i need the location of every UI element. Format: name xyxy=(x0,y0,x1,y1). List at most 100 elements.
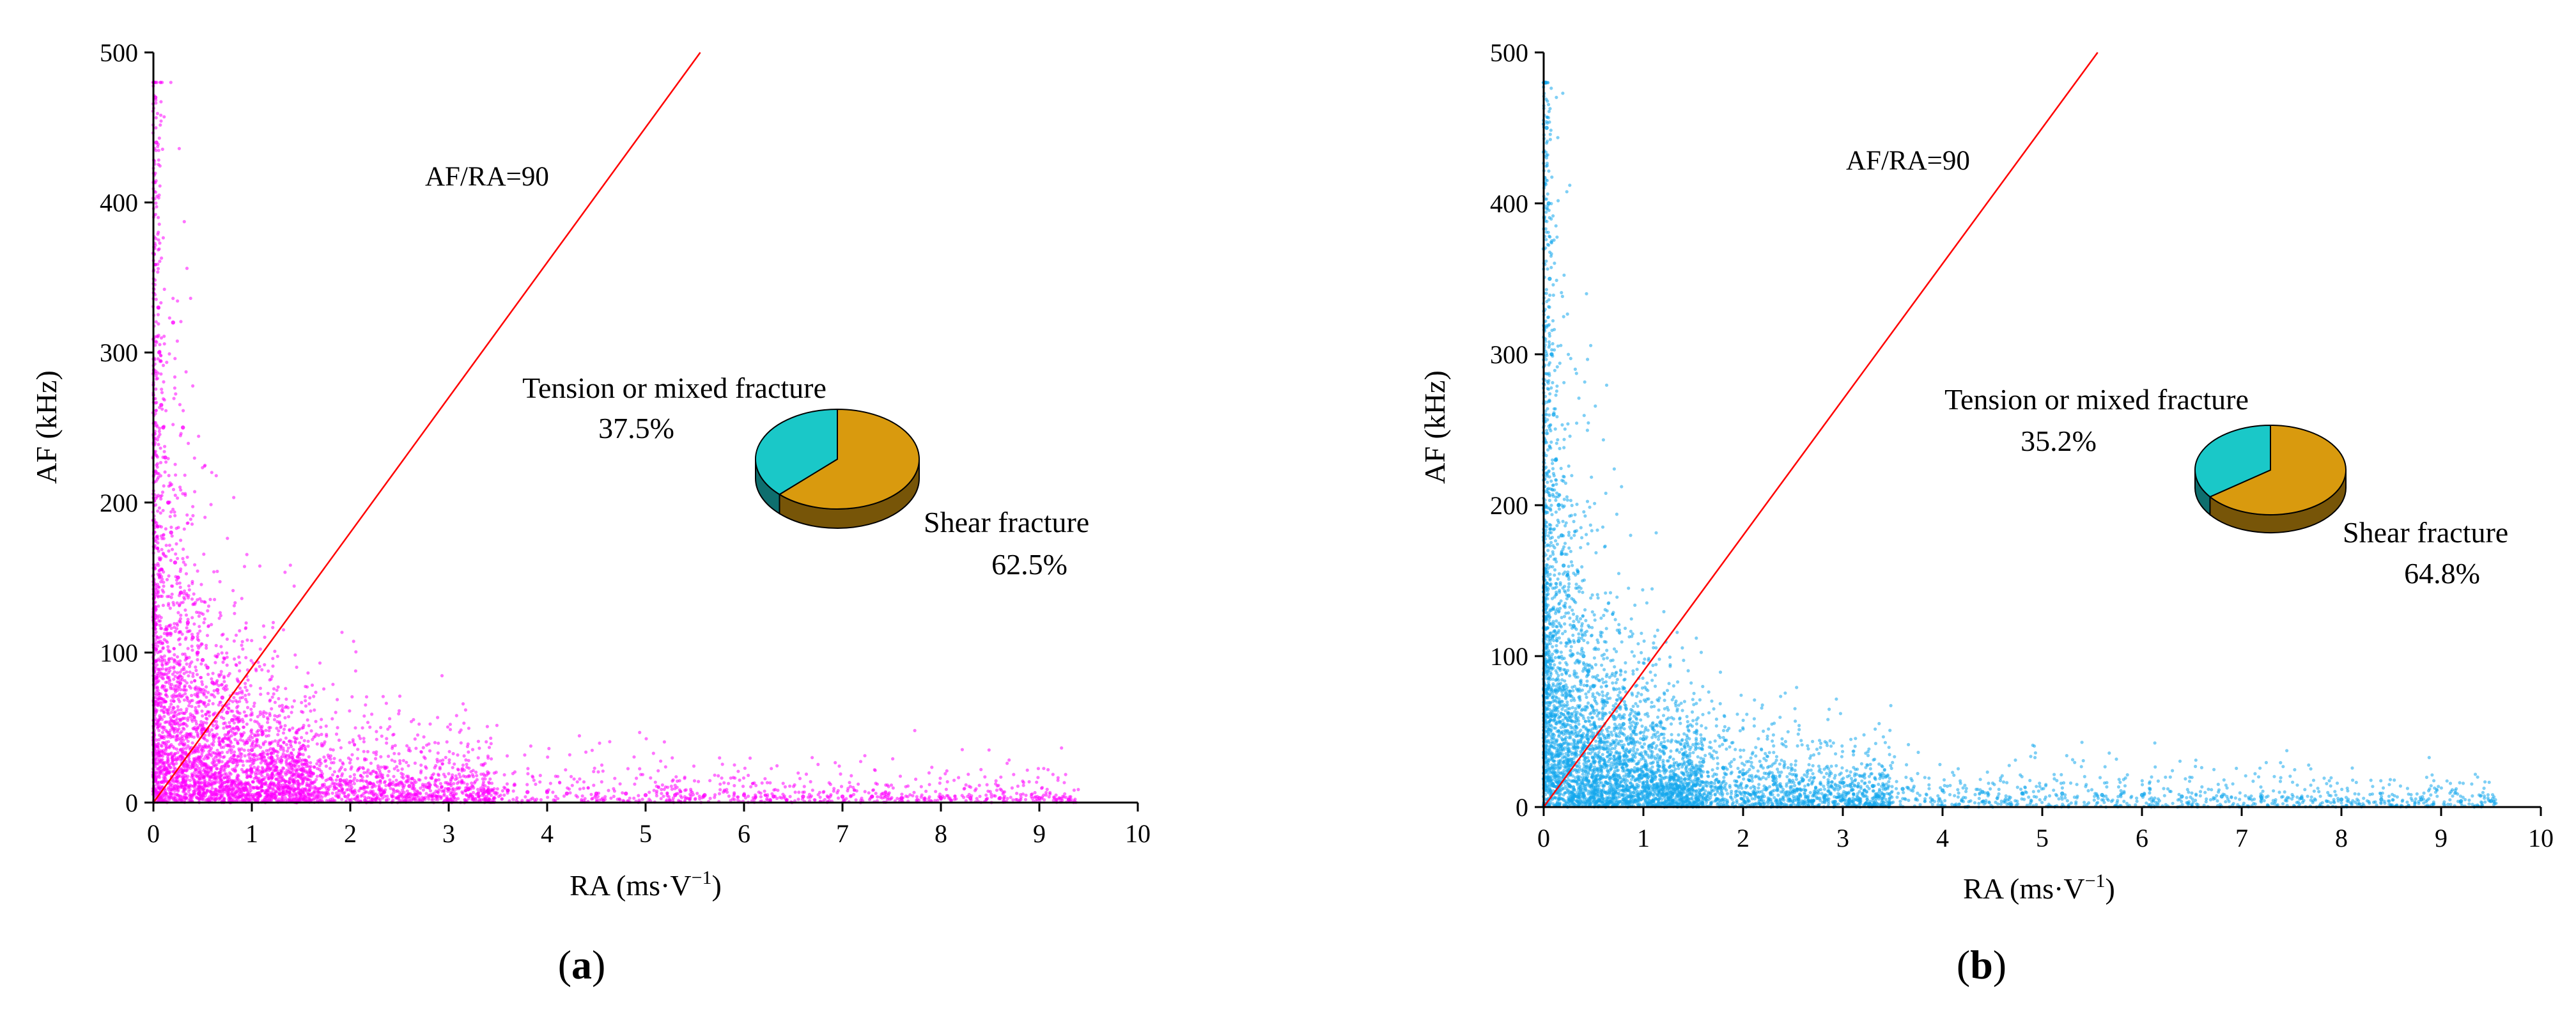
scatter-point xyxy=(240,767,244,771)
scatter-point xyxy=(160,494,164,498)
scatter-point xyxy=(322,687,326,691)
scatter-point xyxy=(348,709,352,713)
scatter-point xyxy=(197,784,201,788)
scatter-point xyxy=(288,563,292,567)
scatter-point xyxy=(339,746,343,749)
scatter-point xyxy=(421,788,426,792)
scatter-point xyxy=(1023,797,1028,801)
scatter-point xyxy=(248,751,252,756)
scatter-point xyxy=(437,741,440,745)
scatter-point xyxy=(156,583,160,586)
scatter-point xyxy=(337,789,341,793)
scatter-point xyxy=(271,664,275,668)
scatter-point xyxy=(222,680,226,684)
scatter-point xyxy=(319,762,323,765)
scatter-point xyxy=(237,655,241,659)
scatter-point xyxy=(449,792,453,797)
scatter-point xyxy=(272,718,277,721)
scatter-point xyxy=(994,782,998,786)
scatter-point xyxy=(511,772,515,776)
scatter-point xyxy=(284,759,288,763)
scatter-point xyxy=(295,755,299,759)
scatter-point xyxy=(583,797,587,801)
scatter-point xyxy=(281,752,285,756)
scatter-point xyxy=(307,702,311,706)
scatter-point xyxy=(203,737,207,741)
scatter-point xyxy=(210,728,213,732)
scatter-point xyxy=(255,740,259,744)
scatter-point xyxy=(201,714,205,718)
scatter-point xyxy=(531,796,534,800)
scatter-point xyxy=(185,555,189,559)
scatter-point xyxy=(300,710,304,714)
scatter-point xyxy=(280,703,284,707)
scatter-point xyxy=(458,775,462,779)
scatter-point xyxy=(529,744,533,748)
scatter-point xyxy=(261,730,265,734)
scatter-point xyxy=(199,769,203,773)
scatter-point xyxy=(435,758,439,762)
scatter-point xyxy=(254,776,258,780)
scatter-point xyxy=(216,652,220,656)
scatter-point xyxy=(291,726,295,730)
scatter-point xyxy=(640,797,644,801)
scatter-point xyxy=(187,674,190,678)
scatter-point xyxy=(385,741,389,745)
scatter-point xyxy=(157,158,160,162)
scatter-point xyxy=(202,721,206,725)
scatter-point xyxy=(234,783,238,787)
scatter-point xyxy=(452,796,456,799)
scatter-point xyxy=(157,775,162,780)
scatter-point xyxy=(398,759,402,763)
scatter-point xyxy=(260,774,264,778)
scatter-point xyxy=(876,795,880,799)
scatter-point xyxy=(182,666,186,670)
scatter-point xyxy=(238,700,242,703)
scatter-point xyxy=(368,771,372,775)
scatter-point xyxy=(154,126,158,130)
scatter-point xyxy=(170,694,174,698)
scatter-point xyxy=(302,723,306,727)
scatter-point xyxy=(283,570,287,574)
scatter-point xyxy=(293,769,298,773)
scatter-point xyxy=(176,556,180,560)
scatter-point xyxy=(900,792,904,796)
scatter-point xyxy=(438,767,442,771)
scatter-point xyxy=(210,783,213,787)
scatter-point xyxy=(683,795,687,799)
scatter-point xyxy=(775,764,779,768)
scatter-point xyxy=(373,797,377,801)
scatter-point xyxy=(190,713,194,718)
scatter-point xyxy=(683,775,687,779)
scatter-point xyxy=(196,695,200,699)
scatter-point xyxy=(177,727,181,731)
scatter-point xyxy=(447,749,451,753)
scatter-point xyxy=(193,679,197,683)
scatter-point xyxy=(313,765,316,769)
scatter-point xyxy=(270,776,274,780)
scatter-point xyxy=(392,732,396,736)
scatter-point xyxy=(167,484,171,488)
scatter-point xyxy=(258,564,262,568)
scatter-point xyxy=(197,611,201,615)
scatter-point xyxy=(1005,797,1009,801)
scatter-point xyxy=(727,781,731,785)
scatter-point xyxy=(304,704,308,708)
scatter-point xyxy=(486,772,490,776)
scatter-point xyxy=(205,646,208,650)
scatter-point xyxy=(934,790,938,794)
scatter-point xyxy=(556,797,560,801)
scatter-point xyxy=(172,792,176,796)
scatter-point xyxy=(414,746,418,750)
scatter-point xyxy=(255,730,259,734)
scatter-point xyxy=(377,784,381,788)
scatter-point xyxy=(662,794,665,798)
scatter-point xyxy=(328,766,332,771)
scatter-point xyxy=(203,769,207,774)
scatter-point xyxy=(234,633,238,637)
scatter-point xyxy=(524,795,527,799)
scatter-point xyxy=(407,748,410,752)
scatter-point xyxy=(442,773,446,776)
scatter-point xyxy=(1012,773,1016,776)
scatter-point xyxy=(196,637,199,641)
